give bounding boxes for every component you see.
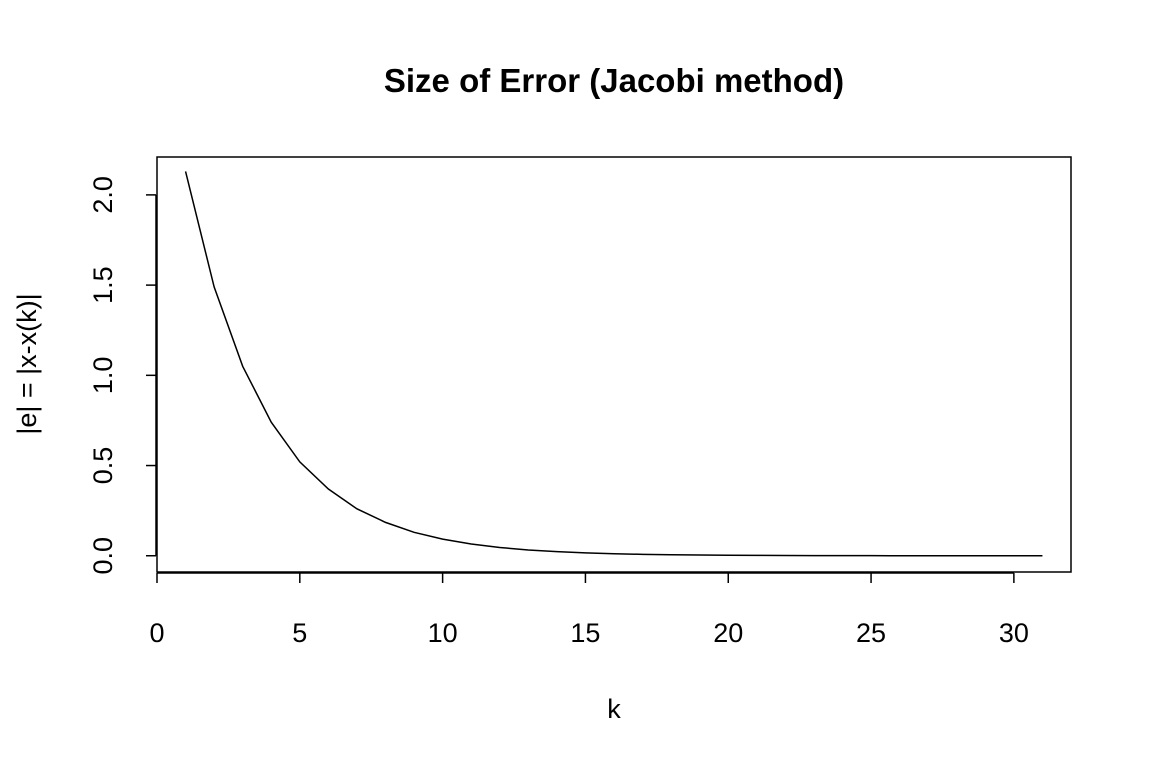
y-axis: 0.0 0.5 1.0 1.5 2.0 <box>88 176 157 575</box>
x-tick-label: 20 <box>713 618 743 648</box>
x-tick-label: 25 <box>856 618 886 648</box>
y-tick-label: 1.0 <box>88 357 118 395</box>
x-tick-label: 5 <box>292 618 307 648</box>
x-axis-label: k <box>607 694 621 724</box>
y-tick-label: 0.5 <box>88 447 118 485</box>
series-layer <box>184 171 1043 557</box>
series-line <box>184 171 1043 557</box>
y-tick-label: 1.5 <box>88 266 118 304</box>
x-tick-label: 15 <box>570 618 600 648</box>
x-tick-label: 10 <box>428 618 458 648</box>
y-tick-label: 0.0 <box>88 537 118 575</box>
chart-title: Size of Error (Jacobi method) <box>384 62 844 99</box>
plot-frame <box>156 156 1072 573</box>
y-tick-label: 2.0 <box>88 176 118 214</box>
x-axis: 0 5 10 15 20 25 30 <box>149 572 1029 648</box>
x-tick-label: 0 <box>149 618 164 648</box>
y-axis-label: |e| = |x-x(k)| <box>12 293 42 434</box>
x-tick-label: 30 <box>999 618 1029 648</box>
